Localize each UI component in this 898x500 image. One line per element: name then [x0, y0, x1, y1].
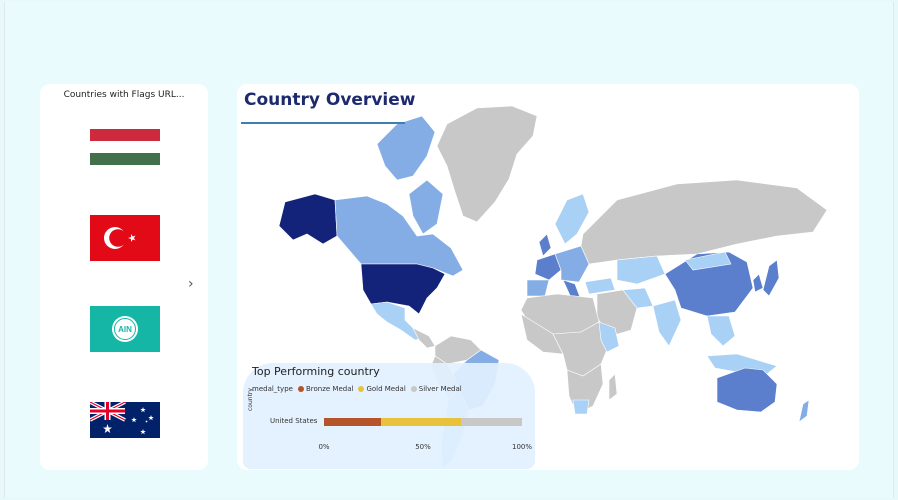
map-japan: [762, 259, 780, 297]
chevron-right-icon[interactable]: ›: [188, 276, 194, 292]
map-france: [534, 253, 562, 281]
legend-title: medal_type: [252, 385, 293, 393]
x-tick-label: 50%: [415, 443, 431, 451]
chart-legend: medal_type Bronze Medal Gold Medal Silve…: [252, 385, 462, 393]
map-new-zealand: [798, 399, 810, 423]
country-overview-card: Country Overview Top Performing country …: [237, 84, 859, 470]
legend-dot-silver: [410, 386, 417, 392]
bar-segment-silver-medal[interactable]: [460, 418, 522, 426]
map-south-africa: [572, 399, 590, 415]
bar-segment-bronze-medal[interactable]: [324, 418, 382, 426]
flags-card-title: Countries with Flags URL...: [63, 90, 185, 100]
y-axis-title: country: [247, 388, 254, 411]
legend-dot-gold: [358, 386, 365, 392]
legend-label-gold[interactable]: Gold Medal: [366, 385, 406, 393]
map-kazakhstan: [616, 255, 666, 285]
legend-label-bronze[interactable]: Bronze Medal: [305, 385, 354, 393]
map-scandinavia: [554, 193, 590, 245]
map-china: [664, 251, 754, 317]
map-australia: [716, 367, 778, 413]
flags-card: Countries with Flags URL... AIN: [40, 84, 208, 470]
map-greenland: [436, 105, 538, 223]
title-underline: [241, 122, 405, 124]
y-category-label: United States: [270, 417, 318, 425]
map-kenya-ethiopia: [598, 321, 620, 353]
map-indonesia: [706, 353, 778, 375]
map-uk: [538, 233, 552, 257]
map-alaska: [278, 193, 338, 245]
hungary-flag-icon: [90, 129, 160, 165]
map-spain: [526, 279, 550, 297]
map-turkey: [584, 277, 616, 295]
map-canada-islands: [376, 115, 436, 181]
map-mongolia: [684, 251, 732, 271]
stacked-bar[interactable]: [324, 418, 522, 426]
map-baffin: [408, 179, 444, 235]
map-central-america: [412, 327, 436, 349]
australia-flag-icon: [90, 402, 160, 438]
page-title: Country Overview: [244, 90, 416, 110]
bar-segment-gold-medal[interactable]: [381, 418, 461, 426]
map-india: [652, 299, 682, 347]
map-madagascar: [608, 373, 618, 401]
ain-flag-icon: AIN: [90, 306, 160, 352]
top-performing-chart[interactable]: Top Performing country medal_type Bronze…: [243, 363, 535, 469]
chart-title: Top Performing country: [252, 365, 380, 378]
legend-dot-bronze: [297, 386, 304, 392]
world-map[interactable]: [237, 84, 859, 470]
map-russia: [580, 179, 828, 265]
map-southeast-asia: [706, 315, 736, 347]
map-west-africa: [520, 313, 564, 355]
map-korea: [752, 273, 764, 293]
ain-flag-text: AIN: [118, 325, 132, 334]
x-tick-label: 0%: [318, 443, 330, 451]
legend-label-silver[interactable]: Silver Medal: [418, 385, 462, 393]
turkey-flag-icon: [90, 215, 160, 261]
x-tick-label: 100%: [511, 443, 533, 451]
